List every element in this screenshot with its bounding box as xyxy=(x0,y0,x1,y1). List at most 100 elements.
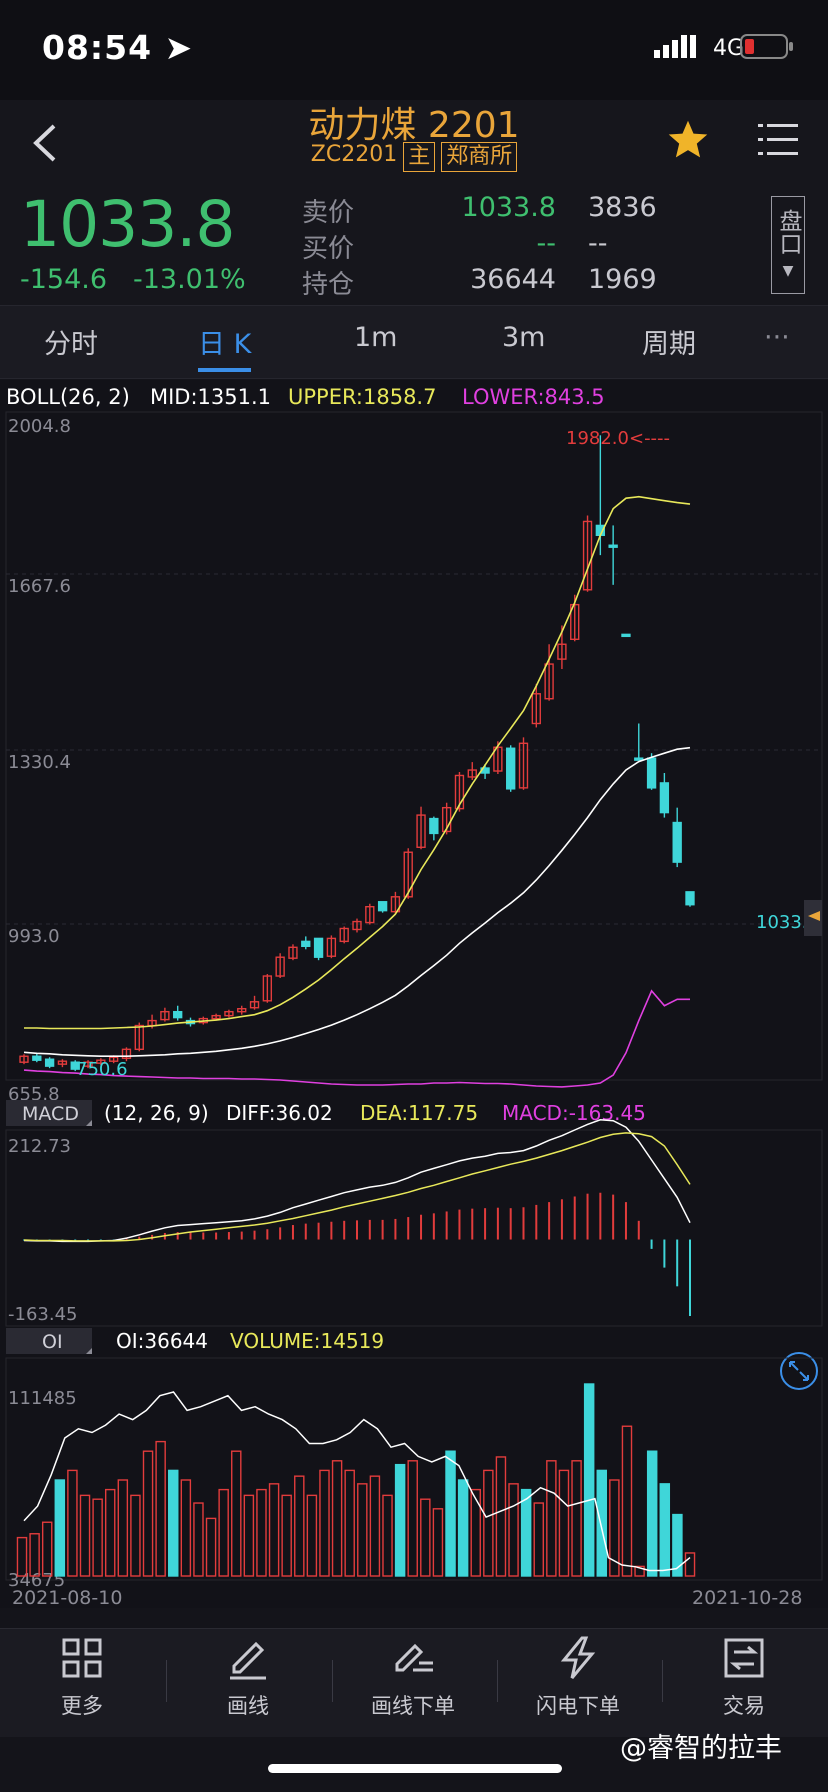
home-indicator xyxy=(268,1764,562,1773)
price-change: -154.6 xyxy=(20,264,108,295)
candle-body xyxy=(313,937,324,958)
oi-corner-icon xyxy=(86,1348,92,1354)
price-tick-0: 2004.8 xyxy=(8,416,71,437)
macd-dea: DEA:117.75 xyxy=(360,1101,478,1125)
candle-body xyxy=(646,757,657,789)
volume-bar xyxy=(319,1469,330,1577)
volume-bar xyxy=(646,1450,658,1577)
bid-label: 买价 xyxy=(302,234,355,264)
price-tick-4: 655.8 xyxy=(8,1084,60,1105)
candle-body xyxy=(32,1055,42,1061)
candle-body xyxy=(659,782,670,814)
kline-chart[interactable]: BOLL(26, 2) MID:1351.1 UPPER:1858.7 LOWE… xyxy=(0,380,828,1608)
boll-lower-line xyxy=(23,989,690,1088)
volume-value: VOLUME:14519 xyxy=(230,1329,384,1353)
candle-body xyxy=(672,821,682,863)
volume-bar xyxy=(483,1469,494,1577)
boll-upper: UPPER:1858.7 xyxy=(288,385,436,409)
nav-more-label: 更多 xyxy=(61,1694,103,1718)
nav-trade[interactable]: 交易 xyxy=(684,1628,804,1720)
candle-body xyxy=(390,896,401,913)
volume-bar xyxy=(659,1483,671,1577)
volume-bar xyxy=(596,1469,608,1577)
open-interest: 36644 xyxy=(470,264,556,295)
volume-bar xyxy=(16,1536,28,1577)
favorite-star-icon[interactable] xyxy=(666,118,710,162)
pankou-button[interactable]: 盘口 ▼ xyxy=(771,196,805,294)
volume-bar xyxy=(445,1450,456,1577)
tab-3m[interactable]: 3m xyxy=(502,322,546,353)
high-annotation: 1982.0<---- xyxy=(566,428,670,449)
macd-corner-icon xyxy=(86,1120,92,1126)
expand-icon[interactable] xyxy=(780,1352,818,1390)
nav-divider xyxy=(332,1660,333,1702)
candle-body xyxy=(262,975,273,1002)
candle-body xyxy=(70,1061,80,1070)
network-label: 4G xyxy=(713,36,745,61)
more-tabs-icon[interactable]: ··· xyxy=(764,322,790,353)
volume-bar xyxy=(344,1469,355,1577)
nav-flash-order[interactable]: 闪电下单 xyxy=(518,1628,638,1720)
macd-histogram xyxy=(23,1192,691,1316)
candle-body xyxy=(160,1010,170,1021)
pencil-lines-icon xyxy=(395,1643,433,1672)
contract-code: ZC2201 xyxy=(310,142,398,167)
boll-upper-line xyxy=(24,495,691,1030)
nav-trade-label: 交易 xyxy=(723,1694,765,1718)
volume-bar xyxy=(609,1479,620,1577)
battery-icon xyxy=(740,34,794,64)
macd-value: MACD:-163.45 xyxy=(502,1101,646,1125)
oi-ymax: 111485 xyxy=(8,1388,77,1409)
volume-bar xyxy=(533,1502,544,1577)
nav-draw-line[interactable]: 画线 xyxy=(188,1628,308,1720)
volume-bar xyxy=(142,1450,154,1577)
volume-bar xyxy=(672,1513,683,1577)
ask-volume: 3836 xyxy=(588,192,657,223)
candle-body xyxy=(377,901,388,912)
volume-bar xyxy=(281,1494,292,1577)
nav-more[interactable]: 更多 xyxy=(22,1628,142,1720)
volume-bar xyxy=(231,1450,242,1577)
nav-draw-order[interactable]: 画线下单 xyxy=(353,1628,473,1720)
contract-subtitle: ZC2201 主 郑商所 xyxy=(0,142,828,172)
date-end: 2021-10-28 xyxy=(692,1587,802,1608)
status-time: 08:54 ➤ xyxy=(42,28,194,67)
tab-daily-k[interactable]: 日 K xyxy=(198,329,252,360)
price-tick-2: 1330.4 xyxy=(8,752,71,773)
volume-bar xyxy=(268,1483,280,1577)
boll-lower: LOWER:843.5 xyxy=(462,385,605,409)
contract-title: 动力煤 2201 xyxy=(308,105,520,146)
menu-list-icon[interactable] xyxy=(758,122,798,158)
pankou-label: 盘口 xyxy=(775,209,801,255)
candle-body xyxy=(44,1058,55,1067)
tab-intraday[interactable]: 分时 xyxy=(44,329,98,360)
oi-label-box[interactable] xyxy=(6,1328,92,1354)
last-price-arrow-icon xyxy=(808,911,820,921)
volume-bar xyxy=(457,1479,469,1577)
main-panel-frame xyxy=(5,411,823,1081)
volume-bar xyxy=(407,1460,418,1577)
volume-bar xyxy=(54,1479,66,1577)
oi-change: 1969 xyxy=(588,264,657,295)
candle-body xyxy=(211,1014,221,1020)
candle-body xyxy=(326,937,337,957)
tab-period[interactable]: 周期 xyxy=(642,329,696,360)
candle-body xyxy=(467,769,477,778)
oi-ymin: 34675 xyxy=(8,1570,65,1591)
tab-1m[interactable]: 1m xyxy=(354,322,398,353)
boll-name: BOLL(26, 2) xyxy=(6,385,130,409)
candle-body xyxy=(582,520,593,591)
macd-diff-line xyxy=(23,1119,691,1243)
volume-bar xyxy=(256,1488,267,1577)
volume-bar xyxy=(155,1440,166,1577)
back-icon[interactable] xyxy=(26,118,66,168)
candle-body xyxy=(416,814,426,848)
volume-bar xyxy=(558,1469,570,1577)
volume-bar xyxy=(193,1502,204,1577)
volume-bar xyxy=(29,1533,40,1577)
volume-bar xyxy=(520,1488,532,1577)
macd-label-box[interactable] xyxy=(6,1100,92,1126)
candle-body xyxy=(134,1024,144,1051)
trade-icon xyxy=(724,1638,764,1678)
bid-price: -- xyxy=(536,228,557,259)
